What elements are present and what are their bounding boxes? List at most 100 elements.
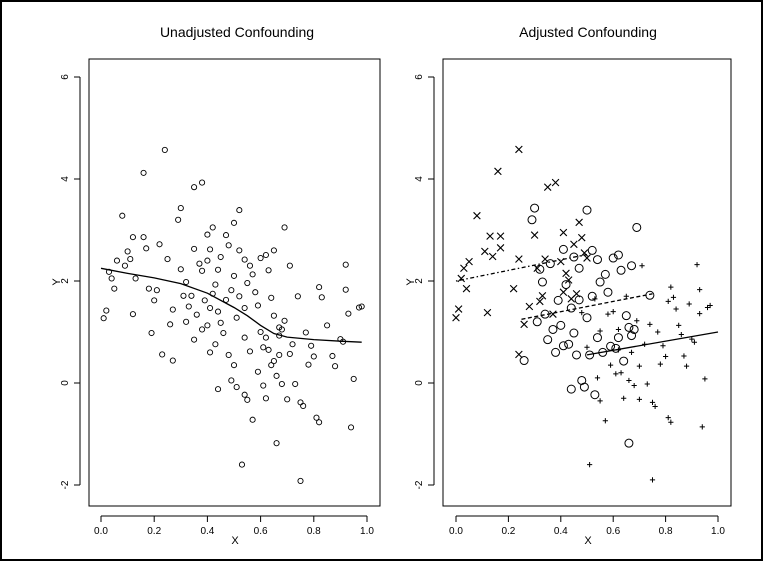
data-point <box>561 280 571 290</box>
data-point <box>649 477 656 483</box>
data-point <box>212 341 219 348</box>
data-point <box>244 396 251 403</box>
data-point <box>177 266 184 273</box>
data-point <box>611 343 621 353</box>
data-point <box>204 231 211 238</box>
data-point <box>308 342 315 349</box>
data-point <box>627 331 637 341</box>
data-point <box>246 348 254 355</box>
left-x-axis: 0.0 0.2 0.4 0.6 0.8 1.0 <box>94 515 374 537</box>
data-point <box>551 178 560 187</box>
data-point <box>332 363 339 370</box>
data-point <box>707 302 713 309</box>
data-point <box>670 294 677 300</box>
data-point <box>652 403 658 410</box>
data-point <box>699 424 705 430</box>
data-point <box>188 292 195 299</box>
data-point <box>673 306 679 312</box>
data-point <box>626 377 632 384</box>
y-tick-label: 2 <box>414 278 425 284</box>
data-point <box>228 377 235 384</box>
data-point <box>683 363 690 369</box>
data-point <box>358 303 365 310</box>
data-point <box>217 253 224 261</box>
data-point <box>278 380 285 388</box>
data-point <box>113 257 121 264</box>
data-point <box>631 382 637 389</box>
data-point <box>297 477 304 484</box>
data-point <box>156 241 163 248</box>
data-point <box>281 224 288 231</box>
data-point <box>494 167 502 176</box>
data-point <box>145 285 152 292</box>
data-point <box>350 375 357 382</box>
data-point <box>236 247 243 254</box>
y-tick-label: 6 <box>60 74 71 80</box>
data-point <box>587 245 597 255</box>
data-point <box>329 352 336 360</box>
data-point <box>628 349 635 355</box>
y-tick-label: -2 <box>60 480 71 489</box>
data-point <box>209 224 216 231</box>
data-point <box>191 245 198 252</box>
y-tick-label: -2 <box>414 480 425 489</box>
data-point <box>570 240 578 249</box>
data-point <box>294 293 301 300</box>
data-point <box>246 262 254 269</box>
data-point <box>143 245 150 252</box>
data-point <box>639 263 645 269</box>
series-fit-line <box>455 253 588 282</box>
data-point <box>207 304 214 312</box>
data-point <box>532 317 542 327</box>
data-point <box>262 251 269 259</box>
data-point <box>124 248 131 255</box>
data-point <box>236 207 243 214</box>
series-fit-line <box>521 293 653 320</box>
data-point <box>704 304 711 311</box>
left-y-axis-label: Y <box>51 278 63 286</box>
x-tick-label: 0.8 <box>307 526 321 537</box>
data-point <box>465 257 473 266</box>
data-point <box>548 324 558 334</box>
data-point <box>148 329 155 337</box>
data-point <box>345 310 352 317</box>
data-point <box>180 292 187 299</box>
data-point <box>132 275 139 282</box>
data-point <box>668 284 674 290</box>
data-point <box>562 269 570 278</box>
data-point <box>207 349 214 356</box>
data-point <box>313 414 320 421</box>
data-point <box>551 347 561 357</box>
data-point <box>564 276 573 284</box>
series-fit-line <box>586 331 719 356</box>
data-point <box>583 254 591 262</box>
data-point <box>473 211 481 220</box>
data-point <box>483 308 492 317</box>
data-point <box>597 328 603 334</box>
data-point <box>151 297 158 304</box>
data-point <box>316 284 323 291</box>
data-point <box>558 341 568 351</box>
data-point <box>538 292 547 300</box>
data-point <box>316 419 323 426</box>
data-point <box>509 284 518 293</box>
x-tick-label: 0.2 <box>147 526 161 537</box>
data-point <box>199 267 206 274</box>
data-point <box>241 391 248 398</box>
data-point <box>569 252 579 262</box>
x-tick-label: 1.0 <box>711 526 725 537</box>
data-point <box>621 395 627 401</box>
data-point <box>618 370 624 376</box>
left-panel-title: Unadjusted Confounding <box>160 24 314 40</box>
data-point <box>536 297 544 306</box>
left-y-axis: -2 0 2 4 6 <box>60 74 81 489</box>
data-point <box>649 399 656 405</box>
x-tick-label: 0.2 <box>501 526 515 537</box>
data-point <box>191 336 198 343</box>
data-point <box>220 329 227 337</box>
data-point <box>302 329 309 336</box>
data-point <box>286 350 293 357</box>
data-point <box>127 256 134 263</box>
data-point <box>644 381 650 387</box>
